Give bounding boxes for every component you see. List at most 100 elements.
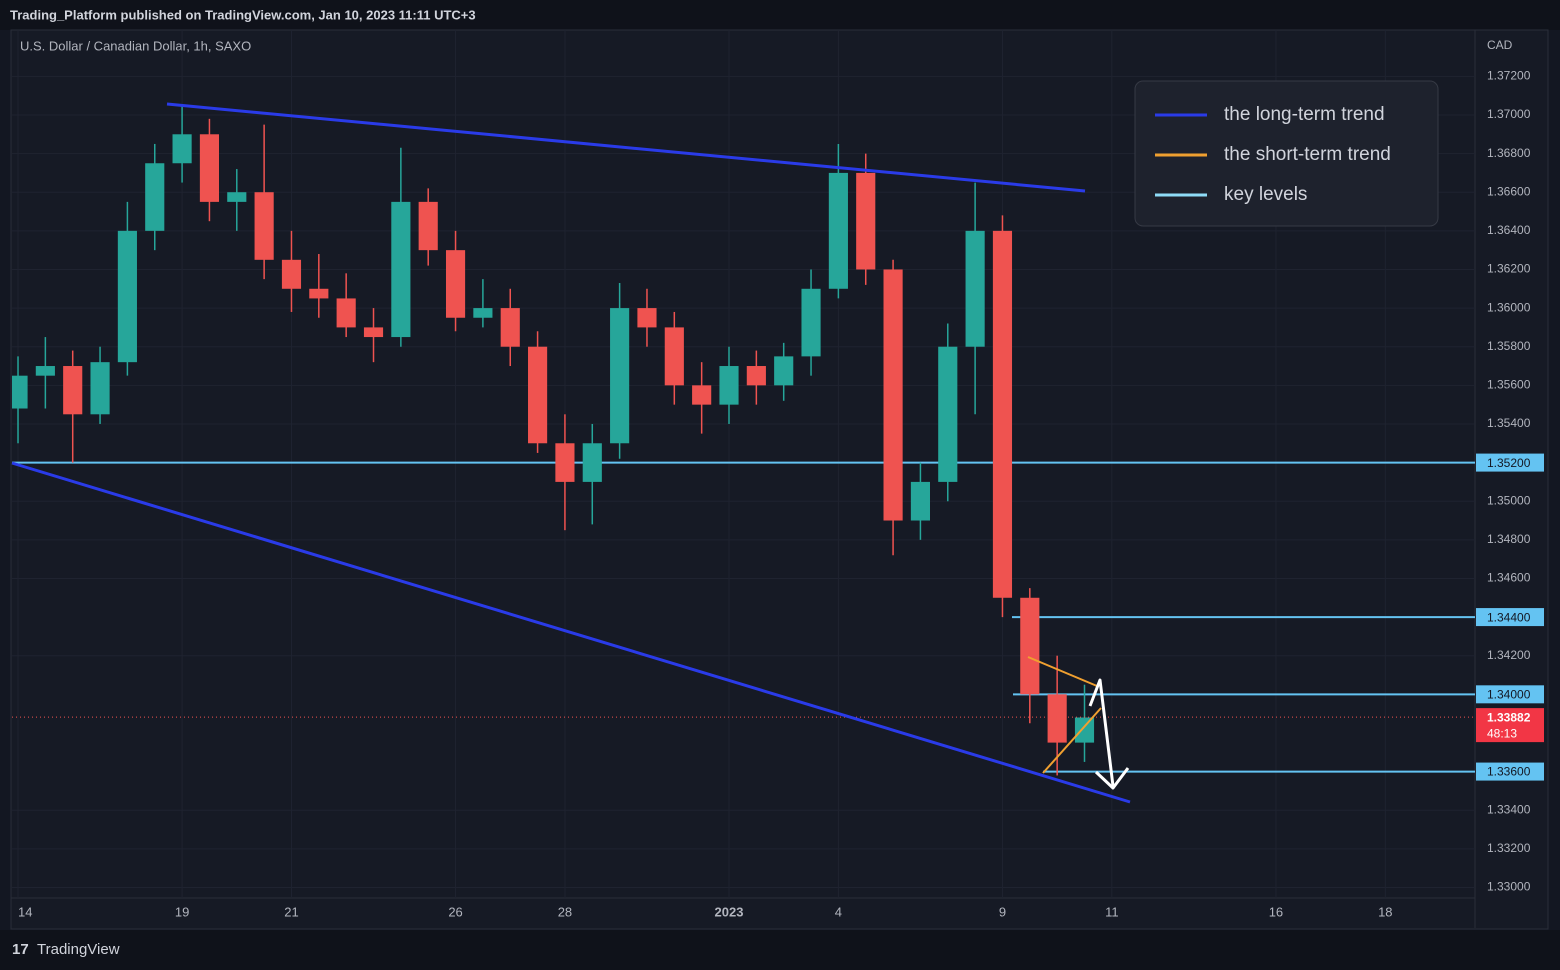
candle-body	[555, 443, 575, 482]
y-tick-label: 1.35400	[1487, 416, 1531, 430]
candle-body	[418, 201, 438, 251]
long-term-trend-lower	[11, 461, 1131, 804]
y-tick-label: 1.33400	[1487, 802, 1531, 816]
candle-body	[172, 134, 192, 164]
key-level-tag	[1476, 453, 1544, 472]
candle-body	[63, 366, 83, 415]
forecast-arrow-head	[1094, 767, 1130, 790]
currency-label: CAD	[1487, 38, 1513, 52]
publish-info: Trading_Platform published on TradingVie…	[10, 7, 476, 22]
bottom-bar	[0, 930, 1560, 970]
y-tick-label: 1.36800	[1487, 146, 1531, 160]
candle-body	[1074, 717, 1095, 743]
brand-name: TradingView	[37, 941, 120, 958]
x-tick-label: 11	[1105, 904, 1119, 919]
x-tick-label: 26	[448, 904, 462, 919]
x-tick-label: 28	[558, 904, 572, 919]
candle-body	[610, 308, 630, 444]
top-bar	[0, 0, 1560, 30]
y-tick-label: 1.35000	[1487, 493, 1531, 507]
candle-body	[90, 362, 110, 415]
price-axis: 1.37200 1.37000 1.36800 1.36600 1.36400 1.362…	[1476, 69, 1544, 894]
short-term-trend-upper	[1027, 656, 1098, 687]
y-tick-label: 1.35800	[1487, 339, 1531, 353]
candle-body	[965, 230, 985, 347]
y-tick-label: 1.34600	[1487, 571, 1531, 585]
candle-body	[883, 269, 903, 521]
brand: 17 TradingView	[12, 941, 120, 958]
candle-body	[637, 308, 657, 328]
candle-body	[1047, 694, 1067, 743]
symbol-title: U.S. Dollar / Canadian Dollar, 1h, SAXO	[20, 38, 251, 53]
legend-label: the short-term trend	[1224, 144, 1391, 165]
candle-body	[473, 308, 493, 318]
candle-body	[692, 385, 712, 405]
key-level-label: 1.34000	[1487, 687, 1531, 701]
short-term-trend-lower	[1042, 707, 1102, 774]
candle-body	[528, 346, 548, 444]
candle-body	[12, 375, 28, 409]
y-tick-label: 1.36600	[1487, 184, 1531, 198]
forecast-arrow	[1088, 678, 1115, 787]
grid	[12, 30, 1475, 898]
y-tick-label: 1.34800	[1487, 532, 1531, 546]
y-tick-label: 1.37000	[1487, 107, 1531, 121]
countdown: 48:13	[1487, 726, 1517, 740]
long-term-trend-upper	[166, 102, 1086, 193]
plot-area	[12, 105, 1475, 776]
legend-box	[1134, 80, 1439, 227]
candle-body	[117, 230, 137, 363]
candle-body	[363, 327, 384, 338]
legend-entries: the long-term trend the short-term trend k…	[1155, 104, 1391, 205]
x-tick-label: 18	[1378, 904, 1392, 919]
y-tick-label: 1.34200	[1487, 648, 1531, 662]
candle-body	[746, 366, 766, 386]
y-tick-label: 1.36000	[1487, 300, 1531, 314]
x-tick-label: 19	[175, 904, 189, 919]
key-level-tag	[1476, 685, 1544, 704]
candle-body	[801, 288, 821, 357]
candle-body	[828, 172, 848, 289]
y-tick-label: 1.36200	[1487, 262, 1531, 276]
candle-body	[500, 308, 520, 347]
candle-body	[254, 192, 274, 260]
key-level-label: 1.34400	[1487, 610, 1531, 624]
candle-body	[199, 134, 220, 202]
brand-logo: 17	[12, 941, 29, 958]
candle-body	[227, 192, 247, 202]
x-tick-label: 16	[1269, 904, 1283, 919]
candle-body	[992, 230, 1013, 598]
x-tick-label: 21	[284, 904, 298, 919]
y-tick-label: 1.33200	[1487, 841, 1531, 855]
candle-body	[774, 356, 794, 386]
key-level-tag	[1476, 762, 1544, 781]
candle-body	[582, 443, 602, 482]
candle-body	[281, 259, 302, 289]
key-level-label: 1.35200	[1487, 456, 1531, 470]
x-tick-label: 4	[835, 904, 842, 919]
legend-label: the long-term trend	[1224, 104, 1385, 125]
candle-body	[336, 298, 356, 328]
y-tick-label: 1.33000	[1487, 880, 1531, 894]
legend: the long-term trend the short-term trend k…	[1134, 80, 1439, 227]
last-price-tag	[1476, 708, 1544, 743]
key-level-label: 1.33600	[1487, 765, 1531, 779]
candle-body	[910, 481, 930, 521]
last-price-label: 1.33882	[1487, 710, 1531, 724]
candle-body	[35, 366, 55, 376]
candle-body	[309, 288, 329, 299]
y-tick-label: 1.36400	[1487, 223, 1531, 237]
candle-body	[145, 163, 165, 231]
candle-body	[1020, 597, 1040, 695]
x-tick-label: 2023	[715, 904, 744, 919]
legend-label: key levels	[1224, 184, 1307, 205]
x-tick-label: 9	[999, 904, 1006, 919]
key-level-tag	[1476, 608, 1544, 627]
x-tick-label: 14	[18, 904, 32, 919]
y-tick-label: 1.35600	[1487, 378, 1531, 392]
candle-body	[664, 327, 684, 386]
candle-body	[391, 201, 411, 338]
drawings	[11, 102, 1131, 804]
